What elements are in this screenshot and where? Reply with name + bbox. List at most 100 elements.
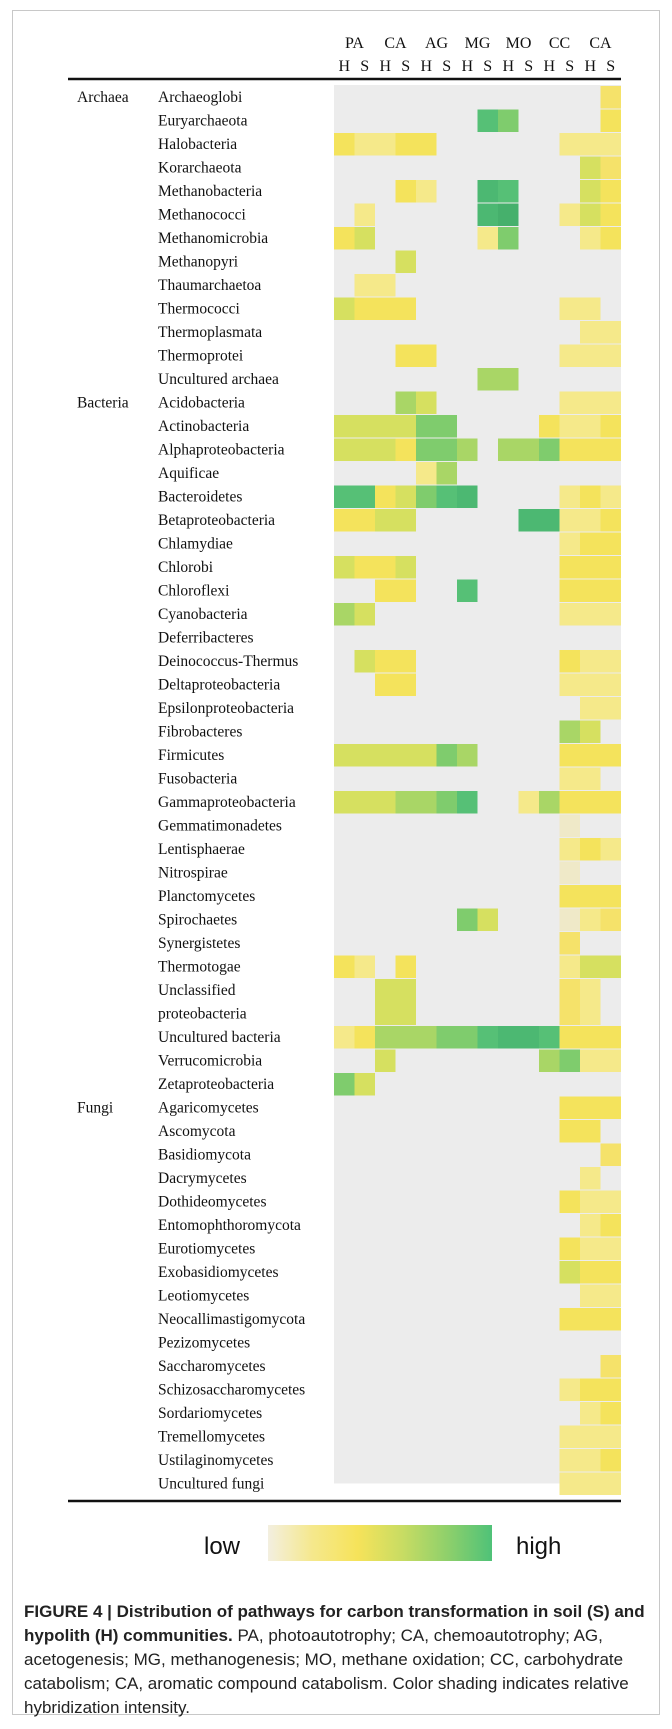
domain-label: Fungi [77,1100,114,1117]
heatmap-cell [559,344,580,367]
taxon-label: Ascomycota [158,1123,236,1140]
heatmap-cell [580,673,601,696]
heatmap-cell [600,321,621,344]
heatmap-cell [600,391,621,414]
heatmap-cell [395,673,416,696]
heatmap-cell [600,1284,621,1307]
heatmap-cell [580,1261,601,1284]
taxon-label: Thermococci [158,301,240,318]
heatmap-cell [416,391,437,414]
taxon-label: Uncultured bacteria [158,1029,281,1046]
heatmap-cell [354,509,375,532]
heatmap-cell [600,509,621,532]
domain-label: Archaea [77,89,129,106]
heatmap-cell [334,1073,355,1096]
heatmap-cell [416,415,437,438]
taxon-label: Thermoplasmata [158,324,262,341]
taxon-label: Thaumarchaetoa [158,277,261,294]
heatmap-cell [559,1378,580,1401]
heatmap-cell [354,274,375,297]
heatmap-cell [518,1026,539,1049]
heatmap-cell [559,1190,580,1213]
taxon-label: Gemmatimonadetes [158,818,282,835]
heatmap-cell [477,368,498,391]
taxon-label: Fibrobacteres [158,724,242,741]
heatmap-cell [580,1308,601,1331]
heatmap-cell [354,603,375,626]
heatmap-cell [580,1237,601,1260]
taxon-label: Acidobacteria [158,395,245,412]
heatmap-cell [457,744,478,767]
heatmap-cell [498,109,519,132]
heatmap-cell [580,297,601,320]
heatmap-cell [559,1237,580,1260]
heatmap-cell [580,391,601,414]
heatmap-cell [498,203,519,226]
taxon-label: Basidiomycota [158,1147,251,1164]
heatmap-cell [600,1190,621,1213]
heatmap-cell [354,485,375,508]
taxon-label: Spirochaetes [158,912,237,929]
heatmap-cell [498,368,519,391]
heatmap-cell [580,955,601,978]
heatmap-cell [395,509,416,532]
heatmap-cell [436,791,457,814]
heatmap-cell [334,556,355,579]
caption-title: FIGURE 4 | Distribution of pathways for … [24,1602,645,1645]
heatmap-cell [600,1355,621,1378]
taxon-label: Archaeoglobi [158,89,243,106]
community-column-label: H [379,58,391,75]
heatmap-cell [375,744,396,767]
taxon-label: Thermotogae [158,959,241,976]
heatmap-cell [375,673,396,696]
taxon-label: Nitrospirae [158,865,228,882]
heatmap-cell [600,1261,621,1284]
heatmap-cell [395,415,416,438]
taxon-label: Chlamydiae [158,536,233,553]
heatmap-cell [436,744,457,767]
taxon-label: Korarchaeota [158,160,242,177]
heatmap-cell [600,1402,621,1425]
heatmap-cell [334,955,355,978]
heatmap-cell [559,509,580,532]
heatmap-cell [580,767,601,790]
heatmap-cell [559,744,580,767]
heatmap-cell [559,485,580,508]
heatmap-cell [354,415,375,438]
heatmap-cell [416,180,437,203]
heatmap-cell [334,415,355,438]
taxon-label: Thermoprotei [158,348,244,365]
taxon-label: Halobacteria [158,136,237,153]
heatmap-cell [416,462,437,485]
scale-high-label: high [516,1533,561,1560]
heatmap-cell [518,509,539,532]
heatmap-cell [354,297,375,320]
heatmap-cell [354,1026,375,1049]
heatmap-cell [559,556,580,579]
heatmap-cell [600,156,621,179]
community-column-label: H [584,58,596,75]
heatmap-cell [580,227,601,250]
heatmap-cell [395,485,416,508]
taxon-label: Unclassified [158,982,236,999]
heatmap-cell [416,744,437,767]
heatmap-cell [395,979,416,1025]
heatmap-cell [498,438,519,461]
heatmap-cell [600,838,621,861]
heatmap-cell [580,1026,601,1049]
scale-low-label: low [204,1533,241,1560]
heatmap-cell [334,133,355,156]
heatmap-cell [375,979,396,1025]
heatmap-cell [600,791,621,814]
heatmap-cell [436,485,457,508]
heatmap-cell [375,1026,396,1049]
heatmap-cell [559,1472,580,1495]
heatmap-cell [580,744,601,767]
heatmap-cell [580,908,601,931]
heatmap-cell [416,438,437,461]
heatmap-cell [498,180,519,203]
heatmap-cell [375,485,396,508]
taxon-label: Lentisphaerae [158,841,245,858]
taxon-label: Deferribacteres [158,630,254,647]
pathway-group-label: PA [345,35,364,52]
